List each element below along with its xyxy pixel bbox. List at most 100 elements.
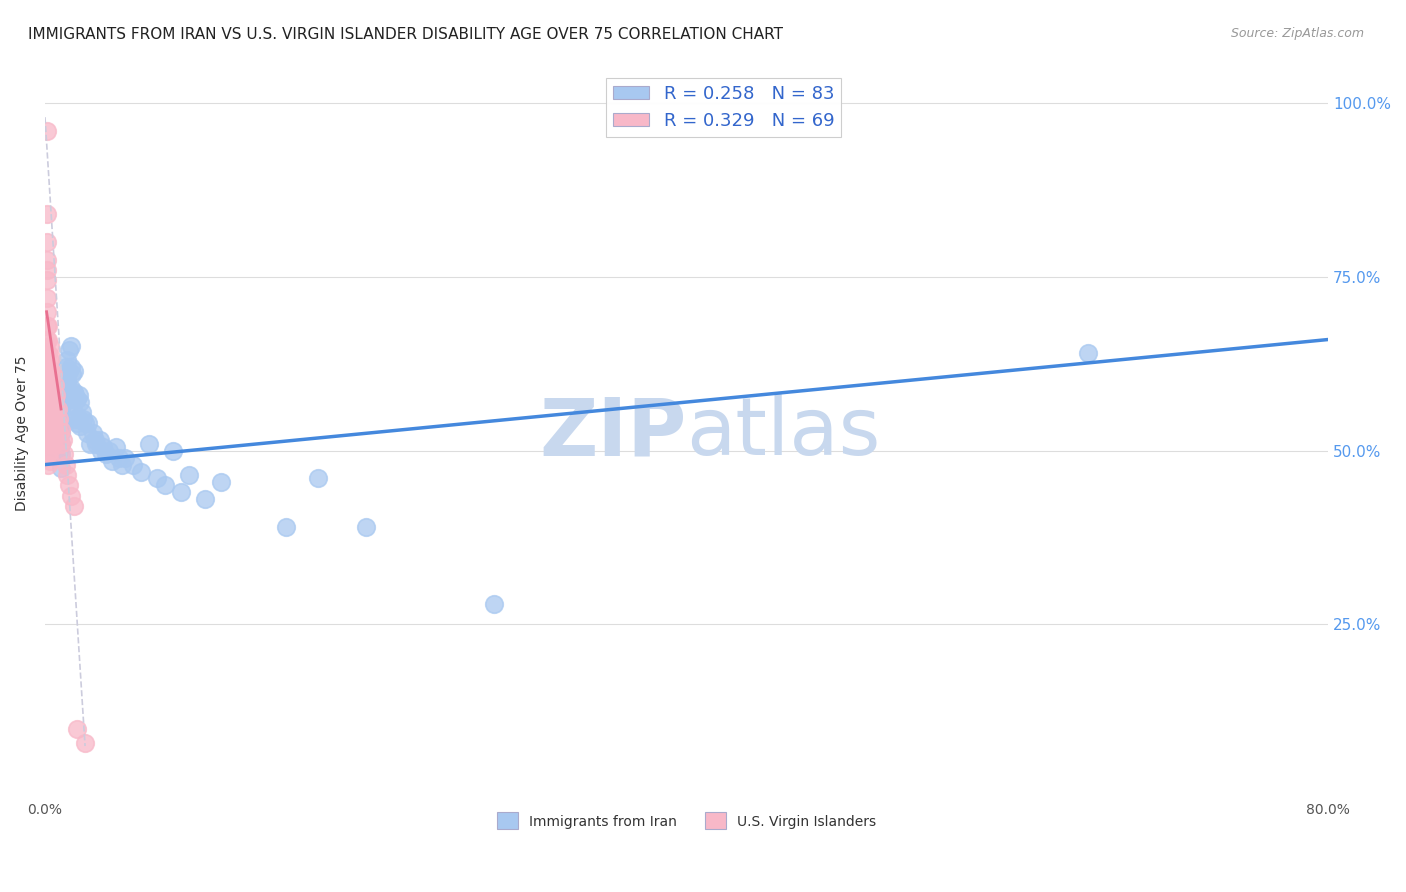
Point: [77, 416, 100, 430]
Point: [37, 436, 59, 450]
Point: [66, 722, 89, 736]
Point: [59, 381, 82, 395]
Point: [35, 235, 58, 250]
Point: [194, 492, 217, 507]
Point: [45, 388, 67, 402]
Point: [46, 426, 69, 441]
Point: [146, 471, 169, 485]
Point: [44, 377, 66, 392]
Point: [46, 447, 69, 461]
Point: [48, 412, 70, 426]
Point: [65, 412, 87, 426]
Point: [42, 443, 65, 458]
Point: [60, 392, 83, 406]
Point: [75, 416, 97, 430]
Point: [66, 416, 89, 430]
Point: [38, 368, 60, 382]
Point: [35, 252, 58, 267]
Point: [46, 409, 69, 423]
Point: [41, 419, 63, 434]
Point: [58, 478, 80, 492]
Point: [42, 381, 65, 395]
Text: ZIP: ZIP: [540, 394, 686, 473]
Point: [35, 124, 58, 138]
Point: [46, 416, 69, 430]
Point: [354, 520, 377, 534]
Point: [89, 434, 111, 448]
Point: [38, 443, 60, 458]
Text: Source: ZipAtlas.com: Source: ZipAtlas.com: [1230, 27, 1364, 40]
Point: [104, 440, 127, 454]
Point: [35, 291, 58, 305]
Point: [138, 436, 160, 450]
Point: [48, 423, 70, 437]
Point: [67, 412, 90, 426]
Point: [101, 454, 124, 468]
Point: [35, 304, 58, 318]
Point: [209, 475, 232, 489]
Point: [114, 450, 136, 465]
Point: [179, 468, 201, 483]
Point: [37, 458, 59, 472]
Point: [49, 395, 72, 409]
Point: [48, 388, 70, 402]
Point: [44, 436, 66, 450]
Point: [83, 434, 105, 448]
Point: [1077, 346, 1099, 360]
Point: [162, 443, 184, 458]
Point: [37, 388, 59, 402]
Point: [59, 360, 82, 375]
Point: [48, 443, 70, 458]
Point: [111, 458, 134, 472]
Point: [37, 447, 59, 461]
Point: [41, 405, 63, 419]
Point: [56, 468, 79, 483]
Point: [41, 377, 63, 392]
Point: [35, 273, 58, 287]
Point: [98, 443, 121, 458]
Point: [122, 458, 145, 472]
Text: IMMIGRANTS FROM IRAN VS U.S. VIRGIN ISLANDER DISABILITY AGE OVER 75 CORRELATION : IMMIGRANTS FROM IRAN VS U.S. VIRGIN ISLA…: [28, 27, 783, 42]
Point: [58, 388, 80, 402]
Legend: Immigrants from Iran, U.S. Virgin Islanders: Immigrants from Iran, U.S. Virgin Island…: [492, 807, 882, 835]
Point: [56, 353, 79, 368]
Point: [41, 350, 63, 364]
Point: [70, 405, 93, 419]
Point: [52, 434, 75, 448]
Point: [38, 339, 60, 353]
Point: [35, 346, 58, 360]
Point: [37, 416, 59, 430]
Point: [37, 333, 59, 347]
Point: [49, 436, 72, 450]
Point: [69, 419, 91, 434]
Point: [60, 368, 83, 382]
Point: [63, 500, 86, 514]
Point: [44, 405, 66, 419]
Point: [53, 374, 76, 388]
Point: [59, 339, 82, 353]
Point: [37, 346, 59, 360]
Point: [35, 207, 58, 221]
Point: [38, 434, 60, 448]
Point: [46, 402, 69, 417]
Point: [79, 436, 101, 450]
Text: atlas: atlas: [686, 394, 882, 473]
Point: [49, 405, 72, 419]
Point: [45, 402, 67, 417]
Point: [107, 450, 129, 465]
Point: [49, 416, 72, 430]
Point: [72, 412, 94, 426]
Point: [53, 395, 76, 409]
Point: [37, 426, 59, 441]
Point: [38, 454, 60, 468]
Point: [49, 436, 72, 450]
Y-axis label: Disability Age Over 75: Disability Age Over 75: [15, 356, 30, 511]
Point: [42, 395, 65, 409]
Point: [155, 478, 177, 492]
Point: [84, 436, 107, 450]
Point: [35, 263, 58, 277]
Point: [49, 461, 72, 475]
Point: [76, 426, 98, 441]
Point: [66, 392, 89, 406]
Point: [55, 360, 77, 375]
